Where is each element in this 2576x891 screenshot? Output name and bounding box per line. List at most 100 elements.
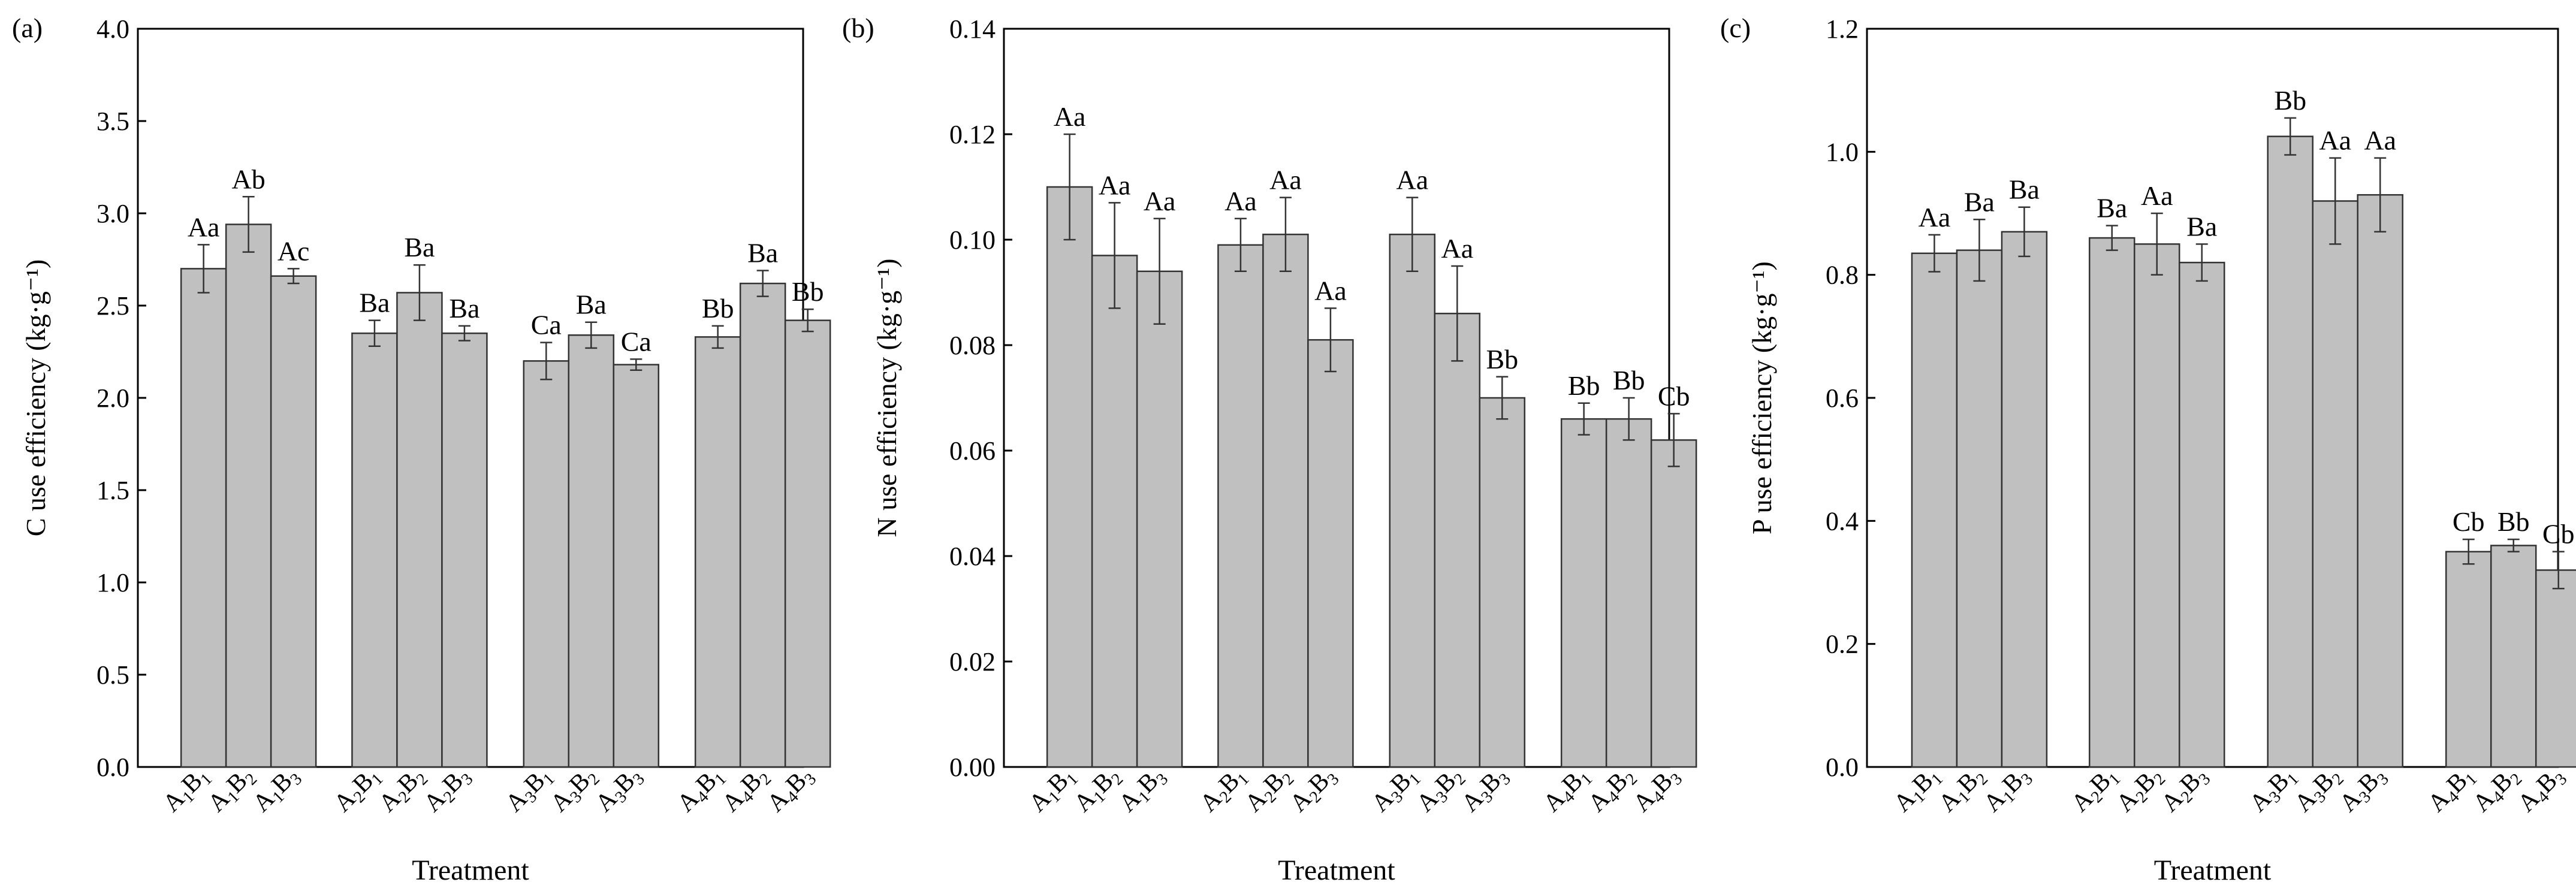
significance-label: Cb — [1658, 380, 1690, 411]
x-tick-label: A3B3 — [1456, 762, 1515, 820]
significance-label: Aa — [1269, 165, 1302, 195]
bar — [1136, 270, 1183, 768]
bar — [613, 364, 660, 768]
x-tick-label: A3B1 — [500, 762, 559, 820]
bar — [2267, 135, 2313, 768]
bar — [2134, 243, 2180, 768]
x-tick-label: A2B3 — [2156, 762, 2214, 820]
bar — [1217, 244, 1264, 768]
x-tick-label: A4B1 — [1538, 762, 1596, 820]
x-tick-label: A1B3 — [248, 762, 306, 820]
y-tick-label: 0.5 — [96, 660, 129, 690]
significance-label: Ca — [531, 310, 562, 340]
x-tick-label: A1B2 — [203, 762, 261, 820]
x-tick-label: A2B3 — [418, 762, 476, 820]
x-tick-label: A1B3 — [1978, 762, 2037, 820]
bar — [441, 332, 488, 768]
bar — [225, 223, 272, 768]
bar — [1046, 186, 1093, 768]
y-tick-label: 0.06 — [949, 436, 996, 466]
x-tick-label: A3B2 — [1411, 762, 1470, 820]
bar — [568, 334, 615, 768]
bar — [1091, 255, 1138, 768]
significance-label: Cb — [2453, 506, 2485, 537]
significance-label: Ba — [576, 289, 607, 320]
bar — [2312, 200, 2358, 768]
y-tick-label: 1.5 — [96, 476, 129, 505]
y-tick-label: 1.0 — [96, 568, 129, 597]
y-axis-label: C use efficiency (kg·g⁻¹) — [20, 259, 51, 537]
y-tick-label: 0.0 — [96, 753, 129, 782]
significance-label: Ba — [2009, 174, 2040, 205]
x-tick-label: A3B1 — [1367, 762, 1425, 820]
x-tick-label: A2B1 — [1195, 762, 1253, 820]
y-tick-label: 0.00 — [949, 753, 996, 782]
significance-label: Aa — [1441, 233, 1473, 264]
x-tick-label: A4B3 — [2512, 762, 2571, 820]
chart-panel-2: (b) 0.00 0.02 0.04 0.06 0.08 0.10 0.12 0.14 N use… — [842, 13, 1697, 886]
x-tick-label: A1B2 — [1933, 762, 1992, 820]
bar — [1389, 233, 1436, 768]
y-tick-label: 2.5 — [96, 291, 129, 321]
bar — [2535, 569, 2576, 768]
significance-label: Aa — [2141, 180, 2173, 211]
x-tick-label: A2B2 — [1239, 762, 1298, 820]
y-tick-label: 0.04 — [949, 542, 996, 571]
x-tick-label: A3B2 — [545, 762, 604, 820]
x-tick-label: A1B1 — [158, 762, 216, 820]
significance-label: Bb — [702, 293, 734, 324]
x-tick-label: A1B1 — [1024, 762, 1082, 820]
y-tick-label: 0.12 — [949, 120, 996, 149]
x-tick-label: A3B3 — [590, 762, 648, 820]
x-tick-label: A2B3 — [1284, 762, 1343, 820]
bar — [1479, 397, 1526, 768]
y-tick-label: 4.0 — [96, 14, 129, 44]
significance-label: Ba — [449, 293, 479, 324]
significance-label: Ba — [2097, 193, 2127, 223]
y-tick-label: 0.2 — [1826, 630, 1859, 659]
y-tick-label: 0.10 — [949, 225, 996, 255]
significance-label: Aa — [188, 212, 220, 242]
x-tick-label: A3B1 — [2245, 762, 2303, 820]
x-tick-label: A2B1 — [2066, 762, 2124, 820]
significance-label: Aa — [1314, 275, 1347, 306]
bar — [1650, 439, 1697, 768]
panel-label: (b) — [842, 13, 874, 43]
x-tick-label: A4B1 — [672, 762, 730, 820]
y-tick-label: 0.14 — [949, 14, 996, 44]
x-tick-label: A1B3 — [1114, 762, 1172, 820]
bar — [784, 319, 831, 768]
y-tick-label: 0.0 — [1826, 753, 1859, 782]
significance-label: Aa — [2319, 125, 2351, 156]
bar — [180, 268, 227, 768]
bar — [1911, 252, 1958, 768]
significance-label: Bb — [1613, 365, 1645, 395]
bar — [1434, 312, 1481, 768]
x-axis-label: Treatment — [2154, 854, 2272, 886]
bar — [694, 336, 741, 768]
bar — [2490, 545, 2537, 768]
x-tick-label: A2B2 — [2111, 762, 2169, 820]
significance-label: Aa — [1054, 101, 1086, 132]
panel-label: (a) — [12, 13, 43, 43]
x-tick-label: A2B2 — [373, 762, 432, 820]
significance-label: Ba — [404, 232, 435, 262]
x-tick-label: A4B1 — [2423, 762, 2481, 820]
bar — [1956, 249, 2003, 768]
y-tick-label: 1.0 — [1826, 137, 1859, 167]
y-tick-label: 0.08 — [949, 331, 996, 360]
x-tick-label: A4B3 — [1628, 762, 1686, 820]
significance-label: Ab — [232, 164, 266, 194]
x-tick-label: A4B2 — [717, 762, 775, 820]
chart-panel-1: (a) 0.0 0.5 1.0 1.5 2.0 2.5 3.0 3.5 4.0 C use effi… — [12, 13, 831, 886]
x-tick-label: A3B3 — [2334, 762, 2393, 820]
bar — [2357, 194, 2403, 768]
bar — [1560, 418, 1607, 768]
bar — [2179, 261, 2225, 768]
significance-label: Aa — [1396, 165, 1428, 195]
y-tick-label: 3.0 — [96, 199, 129, 228]
significance-label: Aa — [1919, 202, 1951, 232]
x-tick-label: A4B3 — [762, 762, 820, 820]
significance-label: Ba — [359, 288, 390, 318]
